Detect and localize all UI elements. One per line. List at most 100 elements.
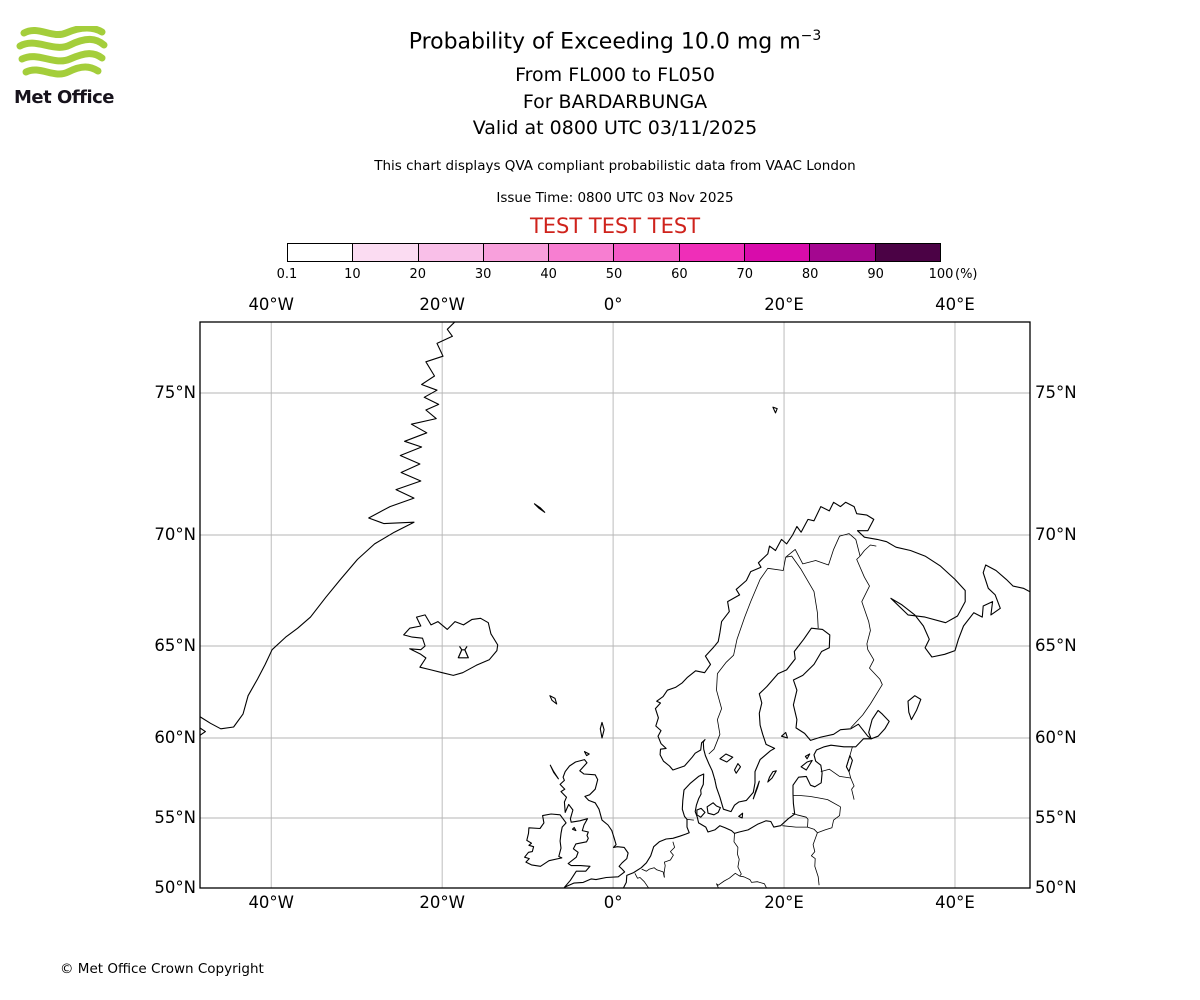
lon-tick-label-top: 40°W bbox=[248, 295, 294, 314]
lon-tick-label-bottom: 20°E bbox=[764, 893, 804, 912]
lat-tick-label-right: 65°N bbox=[1035, 636, 1077, 655]
legend-color-segment bbox=[548, 244, 614, 261]
lat-tick-label-left: 60°N bbox=[154, 728, 196, 747]
legend-color-segment bbox=[613, 244, 679, 261]
page-title-text: Probability of Exceeding 10.0 mg m bbox=[408, 29, 801, 55]
lat-tick-label-right: 60°N bbox=[1035, 728, 1077, 747]
lat-tick-label-left: 65°N bbox=[154, 636, 196, 655]
coastline-scandinavia-arctic bbox=[654, 501, 1030, 781]
coastline-great-britain bbox=[559, 759, 629, 888]
border-line bbox=[820, 768, 851, 779]
subtitle-flight-levels: From FL000 to FL050 bbox=[515, 64, 715, 86]
subtitle-valid-time: Valid at 0800 UTC 03/11/2025 bbox=[472, 117, 758, 139]
coastline-funen bbox=[696, 807, 706, 818]
coastline-greenland-sw bbox=[200, 727, 206, 736]
lon-tick-label-top: 20°E bbox=[764, 295, 804, 314]
border-line bbox=[716, 872, 740, 888]
copyright-notice: © Met Office Crown Copyright bbox=[60, 961, 264, 977]
lat-tick-label-left: 70°N bbox=[154, 525, 196, 544]
legend-tick-label: 60 bbox=[671, 267, 688, 282]
coastline-baltic-europe bbox=[623, 627, 872, 888]
lon-tick-label-top: 0° bbox=[603, 295, 623, 314]
legend-color-segment bbox=[809, 244, 875, 261]
coastline-hiiumaa bbox=[804, 753, 811, 760]
issue-time: Issue Time: 0800 UTC 03 Nov 2025 bbox=[496, 190, 734, 206]
volcano-glyph bbox=[457, 646, 469, 659]
legend-tick-label: 100 bbox=[928, 267, 954, 282]
border-line bbox=[793, 795, 841, 808]
border-line bbox=[641, 867, 665, 878]
lat-tick-label-right: 75°N bbox=[1035, 383, 1077, 402]
probability-legend: 0.1 10 20 30 40 50 60 70 80 90 100 (%) bbox=[277, 243, 978, 289]
legend-tick-label: 80 bbox=[801, 267, 819, 282]
coastline-hebrides bbox=[549, 764, 559, 780]
border-line bbox=[739, 875, 767, 888]
legend-tick-label: 50 bbox=[605, 267, 623, 282]
lon-tick-label-top: 40°E bbox=[935, 295, 975, 314]
met-office-logo-waves bbox=[16, 24, 108, 78]
lat-tick-label-left: 75°N bbox=[154, 383, 196, 402]
coastline-ireland bbox=[524, 813, 567, 867]
page-title-exponent: −3 bbox=[800, 28, 822, 44]
border-line bbox=[663, 841, 675, 878]
legend-unit-label: (%) bbox=[955, 267, 978, 282]
coastlines bbox=[200, 322, 1030, 888]
map-inner bbox=[200, 322, 1030, 888]
coastline-bear-island bbox=[772, 406, 778, 414]
border-line bbox=[846, 746, 853, 779]
coastline-greenland-east bbox=[200, 322, 456, 730]
lon-tick-label-bottom: 40°W bbox=[248, 893, 294, 912]
coastline-iceland bbox=[403, 614, 499, 676]
legend-tick-label: 40 bbox=[540, 267, 557, 282]
border-line bbox=[850, 777, 855, 800]
map-frame bbox=[199, 321, 1031, 889]
met-office-logo: Met Office bbox=[14, 24, 134, 108]
grid-lines bbox=[200, 322, 1030, 888]
border-line bbox=[817, 806, 841, 834]
page-title: Probability of Exceeding 10.0 mg m−3 bbox=[200, 28, 1030, 54]
border-line bbox=[785, 533, 861, 566]
legend-color-segment bbox=[874, 244, 940, 261]
legend-color-segment bbox=[482, 244, 549, 261]
met-office-logo-text: Met Office bbox=[14, 87, 115, 108]
border-line bbox=[811, 832, 820, 886]
coastline-lake-vanern bbox=[719, 753, 734, 763]
volcano-icon bbox=[457, 646, 469, 659]
legend-color-segment bbox=[288, 244, 353, 261]
legend-tick-label: 20 bbox=[409, 267, 427, 282]
lon-tick-label-bottom: 20°W bbox=[419, 893, 465, 912]
legend-color-segment bbox=[417, 244, 483, 261]
lat-tick-label-right: 50°N bbox=[1035, 878, 1077, 897]
coastline-oland bbox=[752, 780, 760, 800]
border-line bbox=[708, 557, 787, 755]
legend-tick-labels: 0.1 10 20 30 40 50 60 70 80 90 100 bbox=[277, 267, 954, 285]
coastline-bornholm bbox=[738, 812, 744, 819]
lat-tick-label-left: 50°N bbox=[154, 878, 196, 897]
coastline-lake-vattern bbox=[733, 763, 742, 774]
legend-tick-label: 90 bbox=[867, 267, 884, 282]
lon-tick-label-bottom: 0° bbox=[603, 893, 623, 912]
legend-color-segment bbox=[352, 244, 418, 261]
subtitle-volcano-name: For BARDARBUNGA bbox=[522, 91, 708, 113]
border-line bbox=[634, 873, 649, 888]
border-line bbox=[733, 833, 742, 877]
coastline-gotland bbox=[767, 770, 777, 783]
legend-bar bbox=[287, 243, 941, 262]
lat-tick-label-right: 55°N bbox=[1035, 808, 1077, 827]
legend-tick-label: 70 bbox=[736, 267, 754, 282]
border-line bbox=[850, 555, 883, 729]
coastline-jan-mayen bbox=[533, 503, 546, 513]
lon-tick-label-top: 20°W bbox=[419, 295, 465, 314]
coastline-isle-of-man bbox=[571, 826, 577, 832]
coastline-saaremaa bbox=[800, 759, 813, 771]
country-borders bbox=[634, 533, 883, 888]
coastline-aland bbox=[780, 731, 789, 739]
border-line bbox=[782, 825, 808, 828]
coastline-lake-ladoga bbox=[868, 709, 890, 740]
border-line bbox=[785, 555, 819, 629]
legend-tick-label: 30 bbox=[474, 267, 492, 282]
lon-tick-label-bottom: 40°E bbox=[935, 893, 975, 912]
legend-color-segment bbox=[678, 244, 745, 261]
border-line bbox=[792, 812, 818, 833]
